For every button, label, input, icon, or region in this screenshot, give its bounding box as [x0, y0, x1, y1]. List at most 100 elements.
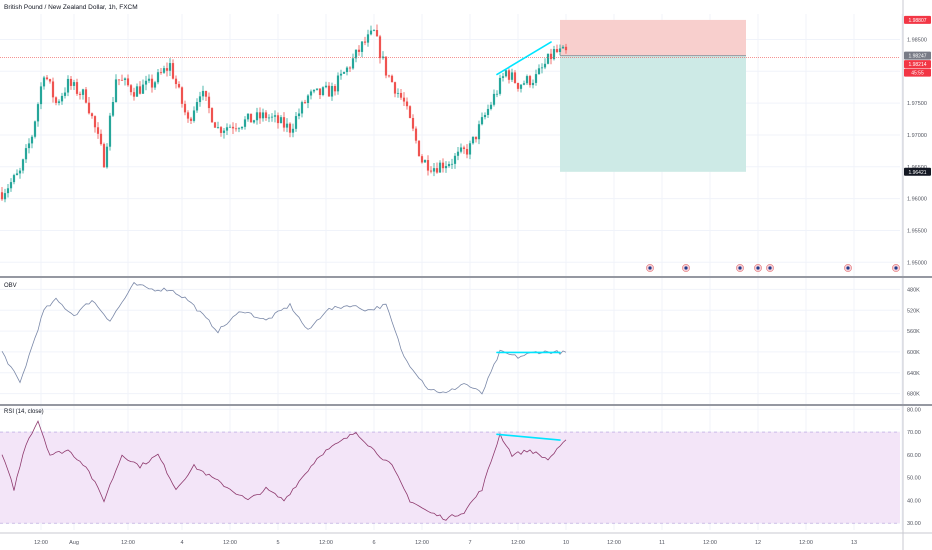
candle[interactable]: [165, 62, 169, 77]
candle[interactable]: [123, 77, 127, 86]
candle[interactable]: [225, 123, 229, 136]
candle[interactable]: [114, 74, 118, 103]
candle[interactable]: [546, 53, 550, 65]
candle[interactable]: [66, 75, 70, 97]
candle[interactable]: [99, 129, 103, 146]
candle[interactable]: [45, 75, 49, 81]
candle[interactable]: [48, 78, 52, 84]
event-marker-icon[interactable]: [844, 264, 852, 272]
candle[interactable]: [312, 89, 316, 94]
candle[interactable]: [0, 186, 4, 201]
candle[interactable]: [411, 114, 415, 132]
price-trendline[interactable]: [496, 41, 552, 76]
candle[interactable]: [36, 102, 40, 127]
stop-loss-zone[interactable]: [560, 19, 746, 56]
candle[interactable]: [234, 123, 238, 132]
candle[interactable]: [78, 91, 82, 100]
candle[interactable]: [21, 158, 25, 174]
candle[interactable]: [402, 92, 406, 106]
candle[interactable]: [438, 160, 442, 173]
candle[interactable]: [450, 158, 454, 170]
candle[interactable]: [54, 96, 58, 106]
candle[interactable]: [279, 115, 283, 124]
candle[interactable]: [516, 82, 520, 92]
event-marker-icon[interactable]: [646, 264, 654, 272]
candle[interactable]: [501, 72, 505, 82]
candle[interactable]: [174, 75, 178, 89]
candle[interactable]: [129, 84, 133, 96]
candle[interactable]: [3, 188, 7, 203]
candle[interactable]: [249, 113, 253, 123]
candle[interactable]: [309, 89, 313, 100]
candle[interactable]: [60, 92, 64, 105]
candle[interactable]: [354, 49, 358, 63]
candle[interactable]: [522, 80, 526, 86]
candle[interactable]: [144, 75, 148, 91]
candle[interactable]: [228, 124, 232, 128]
candle[interactable]: [75, 78, 79, 96]
candle[interactable]: [141, 79, 145, 94]
candle[interactable]: [513, 70, 517, 84]
candle[interactable]: [288, 122, 292, 138]
candle[interactable]: [519, 84, 523, 93]
candle[interactable]: [483, 112, 487, 120]
candle[interactable]: [441, 158, 445, 173]
candle[interactable]: [108, 112, 112, 151]
candle[interactable]: [195, 98, 199, 113]
candle[interactable]: [555, 44, 559, 54]
candle[interactable]: [558, 44, 562, 56]
candle[interactable]: [504, 69, 508, 78]
candle[interactable]: [156, 69, 160, 85]
candle[interactable]: [507, 68, 511, 84]
candle[interactable]: [528, 74, 532, 88]
candle[interactable]: [51, 77, 55, 103]
candle[interactable]: [69, 76, 73, 90]
candle[interactable]: [42, 75, 46, 90]
candle[interactable]: [189, 116, 193, 125]
candle[interactable]: [177, 81, 181, 89]
candle[interactable]: [351, 53, 355, 70]
candle[interactable]: [153, 80, 157, 90]
candle[interactable]: [81, 88, 85, 100]
candle[interactable]: [102, 142, 106, 168]
candle[interactable]: [87, 96, 91, 115]
candle[interactable]: [192, 106, 196, 123]
candle[interactable]: [399, 88, 403, 100]
event-marker-icon[interactable]: [682, 264, 690, 272]
candle[interactable]: [474, 136, 478, 143]
candle[interactable]: [423, 159, 427, 163]
candle[interactable]: [387, 74, 391, 78]
candle[interactable]: [447, 161, 451, 168]
candle[interactable]: [210, 107, 214, 123]
candle[interactable]: [543, 58, 547, 70]
candle[interactable]: [216, 121, 220, 129]
candle[interactable]: [63, 87, 67, 99]
candle[interactable]: [417, 140, 421, 157]
rsi-pane[interactable]: [0, 420, 900, 524]
candle[interactable]: [336, 72, 340, 95]
candle[interactable]: [537, 64, 541, 75]
candle[interactable]: [363, 36, 367, 46]
candle[interactable]: [381, 51, 385, 60]
candle[interactable]: [300, 100, 304, 118]
candle[interactable]: [18, 167, 22, 179]
candle[interactable]: [444, 161, 448, 173]
candle[interactable]: [90, 112, 94, 119]
candle[interactable]: [345, 66, 349, 76]
candle[interactable]: [348, 66, 352, 72]
candle[interactable]: [30, 134, 34, 149]
candle[interactable]: [252, 119, 256, 124]
candle[interactable]: [414, 126, 418, 144]
candle[interactable]: [306, 94, 310, 109]
candle[interactable]: [471, 136, 475, 145]
candle[interactable]: [468, 140, 472, 160]
candle[interactable]: [6, 183, 10, 198]
candle[interactable]: [270, 113, 274, 122]
candle[interactable]: [486, 104, 490, 118]
candle[interactable]: [420, 154, 424, 164]
candle[interactable]: [258, 107, 262, 124]
candle[interactable]: [378, 34, 382, 64]
pane-separator[interactable]: [0, 404, 932, 406]
position-zones[interactable]: [560, 19, 746, 172]
candle[interactable]: [150, 74, 154, 93]
